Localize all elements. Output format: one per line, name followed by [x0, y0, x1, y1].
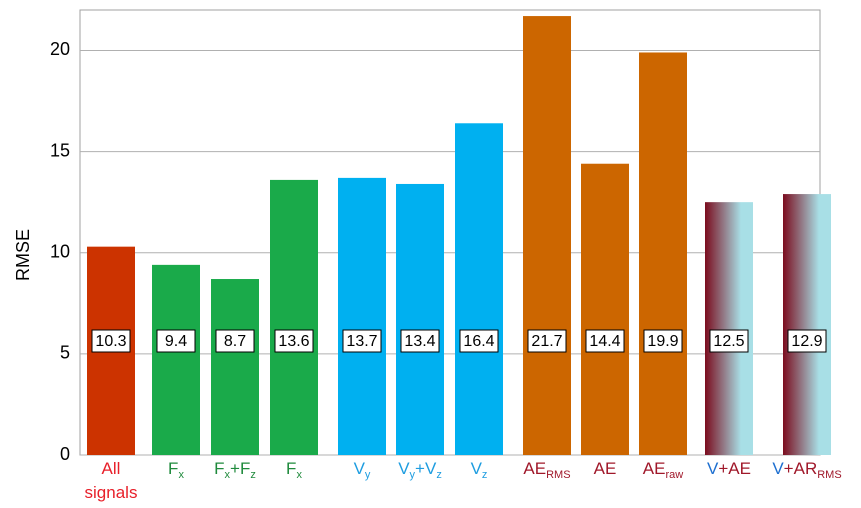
bar	[639, 52, 687, 456]
value-label: 14.4	[589, 333, 620, 350]
bar	[581, 163, 629, 455]
x-tick-label: Fx+Fz	[214, 459, 256, 480]
label-part: F	[168, 459, 178, 478]
label-part: RMS	[817, 469, 841, 481]
label-part: x	[296, 469, 302, 481]
value-label: 8.7	[224, 333, 246, 350]
x-tick-label: Vy	[354, 459, 371, 480]
x-tick-label: V+ARRMS	[772, 459, 841, 480]
x-tick-label: AERMS	[523, 459, 570, 480]
value-label-box	[787, 329, 827, 353]
label-part: signals	[85, 483, 138, 502]
x-tick-label: V+AE	[707, 459, 751, 478]
label-part: z	[436, 469, 442, 481]
label-part: AE	[594, 459, 617, 478]
value-label-box	[643, 329, 683, 353]
value-label-box	[91, 329, 131, 353]
value-label-box	[274, 329, 314, 353]
label-part: AE	[643, 459, 666, 478]
value-label: 13.6	[278, 333, 309, 350]
value-label: 21.7	[531, 333, 562, 350]
label-part: V	[471, 459, 483, 478]
value-label: 13.7	[346, 333, 377, 350]
bar	[270, 179, 318, 455]
label-part: V	[707, 459, 719, 478]
value-label: 16.4	[463, 333, 494, 350]
value-label: 10.3	[95, 333, 126, 350]
value-label: 12.9	[791, 333, 822, 350]
bar	[338, 177, 386, 456]
label-part: V	[398, 459, 410, 478]
x-tick-label: Fx	[168, 459, 184, 480]
label-part: +AR	[784, 459, 818, 478]
value-label-box	[527, 329, 567, 353]
bar	[523, 16, 571, 456]
value-label-box	[215, 329, 255, 353]
label-part: All	[102, 459, 121, 478]
x-tick-label: All	[102, 459, 121, 478]
y-tick-label: 10	[50, 241, 70, 261]
bar	[211, 279, 259, 455]
value-label-box	[709, 329, 749, 353]
label-part: z	[250, 469, 256, 481]
bar	[705, 202, 753, 455]
label-part: RMS	[546, 469, 570, 481]
label-part: F	[214, 459, 224, 478]
y-tick-label: 15	[50, 140, 70, 160]
y-tick-label: 5	[60, 343, 70, 363]
value-label: 13.4	[404, 333, 435, 350]
value-label-box	[156, 329, 196, 353]
y-axis-label: RMSE	[13, 229, 33, 281]
x-tick-label: signals	[85, 483, 138, 502]
value-label: 19.9	[647, 333, 678, 350]
label-part: AE	[523, 459, 546, 478]
bar	[783, 194, 831, 455]
label-part: +V	[415, 459, 437, 478]
bar	[152, 264, 200, 455]
value-label-box	[585, 329, 625, 353]
label-part: F	[286, 459, 296, 478]
value-label: 9.4	[165, 333, 187, 350]
label-part: z	[482, 469, 488, 481]
label-part: raw	[665, 469, 683, 481]
value-label-box	[342, 329, 382, 353]
label-part: +AE	[718, 459, 751, 478]
label-part: V	[354, 459, 366, 478]
label-part: +F	[230, 459, 250, 478]
x-tick-label: Vz	[471, 459, 488, 480]
x-tick-label: Fx	[286, 459, 302, 480]
label-part: x	[225, 469, 231, 481]
label-part: y	[365, 469, 371, 481]
label-part: V	[772, 459, 784, 478]
bar	[396, 183, 444, 456]
value-label-box	[400, 329, 440, 353]
y-tick-label: 0	[60, 444, 70, 464]
value-label: 12.5	[713, 333, 744, 350]
y-tick-label: 20	[50, 39, 70, 59]
x-tick-label: AE	[594, 459, 617, 478]
x-tick-label: Vy+Vz	[398, 459, 442, 480]
x-tick-label: AEraw	[643, 459, 683, 480]
label-part: x	[178, 469, 184, 481]
value-label-box	[459, 329, 499, 353]
label-part: y	[410, 469, 416, 481]
bar	[455, 123, 503, 455]
